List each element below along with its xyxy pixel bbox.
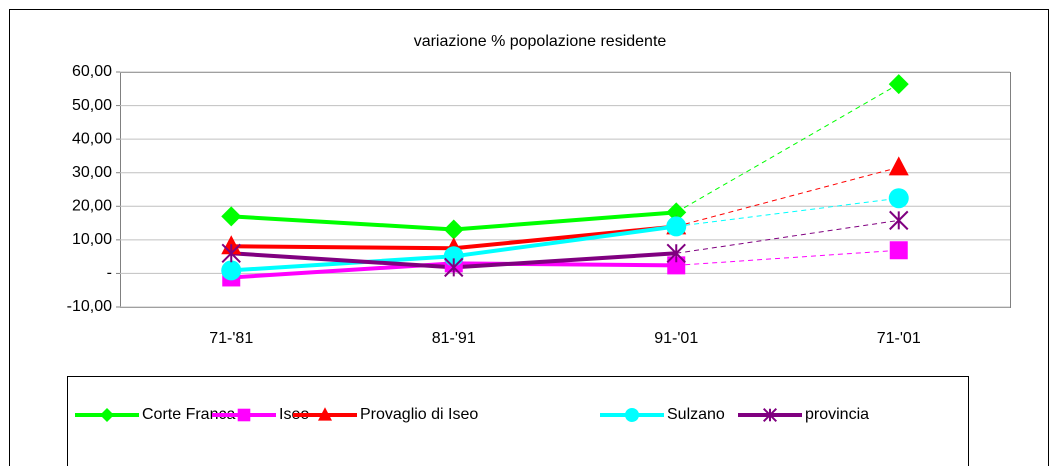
legend-label: Corte Franca bbox=[142, 406, 235, 423]
series-line-dashed bbox=[676, 249, 899, 266]
series-line-dashed bbox=[676, 83, 899, 213]
legend-label: Sulzano bbox=[667, 406, 725, 423]
marker bbox=[666, 202, 687, 223]
x-tick-label: 71-'01 bbox=[877, 330, 921, 347]
legend-label: provincia bbox=[805, 406, 869, 423]
marker bbox=[444, 257, 464, 278]
marker bbox=[888, 188, 909, 209]
series-line-dashed bbox=[676, 197, 899, 227]
marker bbox=[443, 219, 464, 240]
y-tick-label: 30,00 bbox=[72, 164, 112, 181]
marker bbox=[221, 206, 242, 227]
marker bbox=[666, 216, 687, 237]
y-tick-label: -10,00 bbox=[67, 298, 112, 315]
marker bbox=[889, 241, 908, 260]
marker bbox=[888, 156, 909, 176]
marker bbox=[889, 210, 909, 231]
y-tick-label: 10,00 bbox=[72, 231, 112, 248]
marker bbox=[666, 243, 686, 263]
x-tick-label: 91-'01 bbox=[654, 330, 698, 347]
chart-title: variazione % popolazione residente bbox=[414, 33, 667, 50]
y-tick-label: - bbox=[107, 265, 112, 282]
marker bbox=[100, 408, 114, 422]
x-tick-label: 71-'81 bbox=[209, 330, 253, 347]
y-tick-label: 40,00 bbox=[72, 130, 112, 147]
legend-box bbox=[67, 376, 969, 466]
marker bbox=[625, 408, 639, 422]
marker bbox=[221, 243, 241, 263]
marker bbox=[237, 408, 251, 422]
legend-label: Provaglio di Iseo bbox=[360, 406, 478, 423]
marker bbox=[318, 407, 332, 421]
series-line-dashed bbox=[676, 166, 899, 227]
x-tick-label: 81-'91 bbox=[432, 330, 476, 347]
marker bbox=[667, 256, 686, 275]
marker bbox=[888, 74, 909, 95]
plot-area bbox=[120, 72, 1011, 308]
y-tick-label: 20,00 bbox=[72, 198, 112, 215]
series-line-dashed bbox=[676, 219, 899, 254]
y-tick-label: 50,00 bbox=[72, 97, 112, 114]
y-tick-label: 60,00 bbox=[72, 63, 112, 80]
marker bbox=[221, 260, 242, 281]
marker bbox=[762, 407, 778, 423]
